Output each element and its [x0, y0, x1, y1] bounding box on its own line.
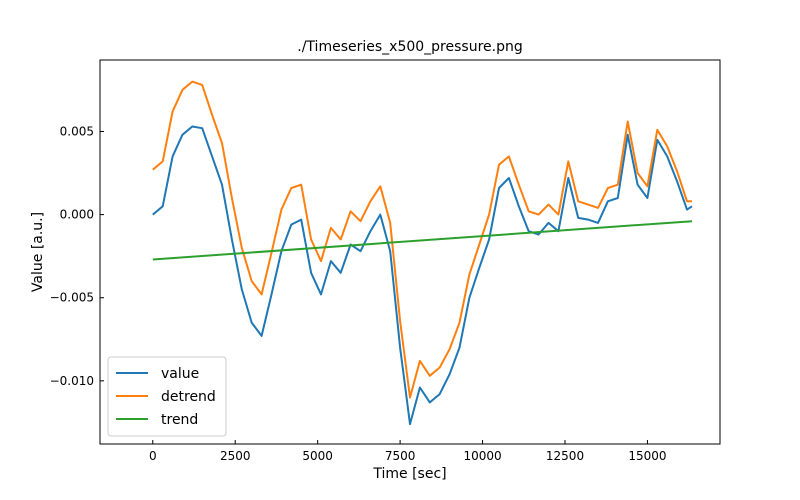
x-tick-label: 7500 [385, 449, 416, 463]
legend-box [107, 356, 227, 437]
x-tick-label: 2500 [220, 449, 251, 463]
y-tick-label: −0.010 [50, 374, 94, 388]
series-line-trend [152, 220, 693, 261]
series-layer [152, 80, 693, 426]
x-axis-label: Time [sec] [372, 466, 446, 482]
x-tick-label: 10000 [463, 449, 501, 463]
y-tick-label: 0.005 [60, 124, 94, 138]
chart-title: ./Timeseries_x500_pressure.png [297, 39, 522, 55]
y-tick-label: 0.000 [60, 208, 94, 222]
series-line-value [152, 125, 693, 426]
legend-label-value: value [161, 366, 199, 382]
plot-frame [99, 59, 721, 445]
y-tick-label: −0.005 [50, 291, 94, 305]
y-axis-label: Value [a.u.] [30, 212, 46, 292]
x-axis-ticks: 0 2500 5000 7500 10000 12500 15000 [149, 440, 667, 463]
x-tick-label: 12500 [546, 449, 584, 463]
legend: value detrend trend [107, 356, 227, 437]
y-axis-ticks: −0.010 −0.005 0.000 0.005 [50, 124, 104, 388]
x-tick-label: 5000 [302, 449, 333, 463]
legend-label-detrend: detrend [161, 389, 216, 405]
x-tick-label: 15000 [628, 449, 666, 463]
legend-label-trend: trend [161, 412, 198, 428]
x-tick-label: 0 [149, 449, 157, 463]
